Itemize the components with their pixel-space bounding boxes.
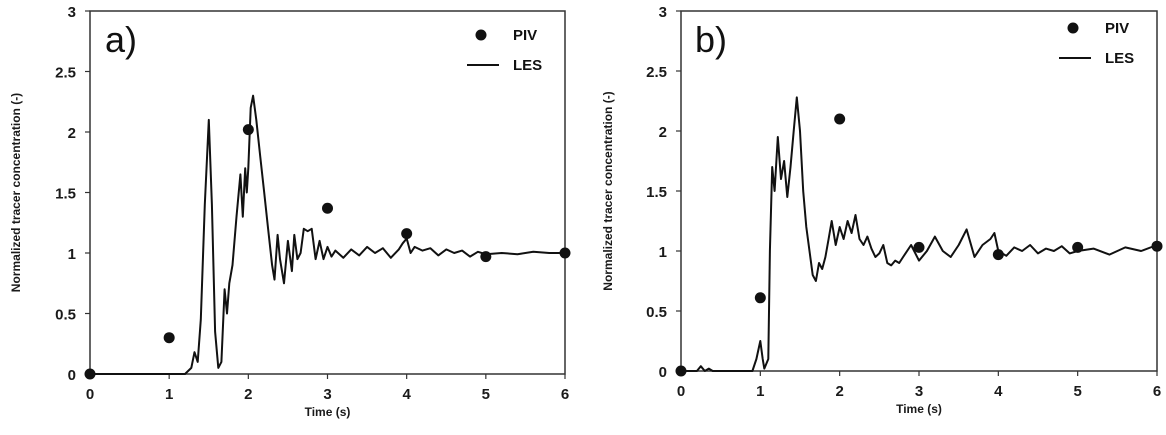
p2-y-tick-label: 2 xyxy=(659,124,667,141)
p1-x-tick-label: 4 xyxy=(402,386,411,403)
p2-panel-label: b) xyxy=(695,19,727,60)
p1-les-line xyxy=(90,94,565,375)
p1-legend-piv-label: PIV xyxy=(513,27,537,44)
p2-y-axis-title: Normalized tracer concentration (-) xyxy=(601,91,615,290)
p2-x-tick-label: 2 xyxy=(835,383,843,400)
p1-y-tick-label: 2 xyxy=(68,125,76,142)
p1-legend-les-label: LES xyxy=(513,57,542,74)
p1-y-tick-label: 0.5 xyxy=(55,307,76,324)
p1-piv-point xyxy=(322,202,333,214)
p1-legend-piv-marker xyxy=(475,29,487,41)
p2-y-tick-label: 1 xyxy=(659,244,667,261)
p1-piv-point xyxy=(242,124,254,136)
p2-x-tick-label: 3 xyxy=(915,383,923,400)
p1-x-axis-title: Time (s) xyxy=(305,405,351,419)
p2-x-axis-title: Time (s) xyxy=(896,402,942,416)
p2-x-tick-label: 4 xyxy=(994,383,1003,400)
p2-les-line xyxy=(681,96,1158,372)
p1-x-tick-label: 2 xyxy=(244,386,252,403)
p1-x-tick-label: 1 xyxy=(165,386,173,403)
p2-y-tick-label: 1.5 xyxy=(646,184,667,201)
p2-y-tick-label: 2.5 xyxy=(646,64,667,81)
p1-y-tick-label: 1 xyxy=(68,246,76,263)
p1-y-tick-label: 3 xyxy=(68,4,76,21)
p2-x-tick-label: 5 xyxy=(1073,383,1081,400)
p2-y-tick-label: 0 xyxy=(659,364,667,381)
p1-x-tick-label: 6 xyxy=(561,386,569,403)
p1-y-axis-title: Normalized tracer concentration (-) xyxy=(9,93,23,292)
p1-panel-label: a) xyxy=(105,19,137,60)
p1-x-tick-label: 5 xyxy=(482,386,490,403)
p1-piv-point xyxy=(163,332,175,344)
p2-legend-piv-label: PIV xyxy=(1105,20,1129,37)
p1-y-tick-label: 0 xyxy=(68,367,76,384)
p1-x-tick-label: 0 xyxy=(86,386,94,403)
p2-x-tick-label: 6 xyxy=(1153,383,1161,400)
p2-piv-point xyxy=(1151,240,1163,252)
p2-x-tick-label: 0 xyxy=(677,383,685,400)
p2-y-tick-label: 0.5 xyxy=(646,304,667,321)
p1-piv-point xyxy=(401,228,413,240)
p2-piv-point xyxy=(913,241,925,253)
p2-x-tick-label: 1 xyxy=(756,383,764,400)
p1-y-tick-label: 2.5 xyxy=(55,65,76,82)
p2-plot-frame xyxy=(680,10,1158,372)
p2-piv-point xyxy=(834,113,846,125)
p1-y-tick-label: 1.5 xyxy=(55,186,76,203)
p2-legend-piv-marker xyxy=(1067,22,1079,34)
p2-y-tick-label: 3 xyxy=(659,4,667,21)
p1-x-tick-label: 3 xyxy=(323,386,331,403)
p2-legend-les-label: LES xyxy=(1105,50,1134,67)
p2-piv-point xyxy=(754,292,766,304)
